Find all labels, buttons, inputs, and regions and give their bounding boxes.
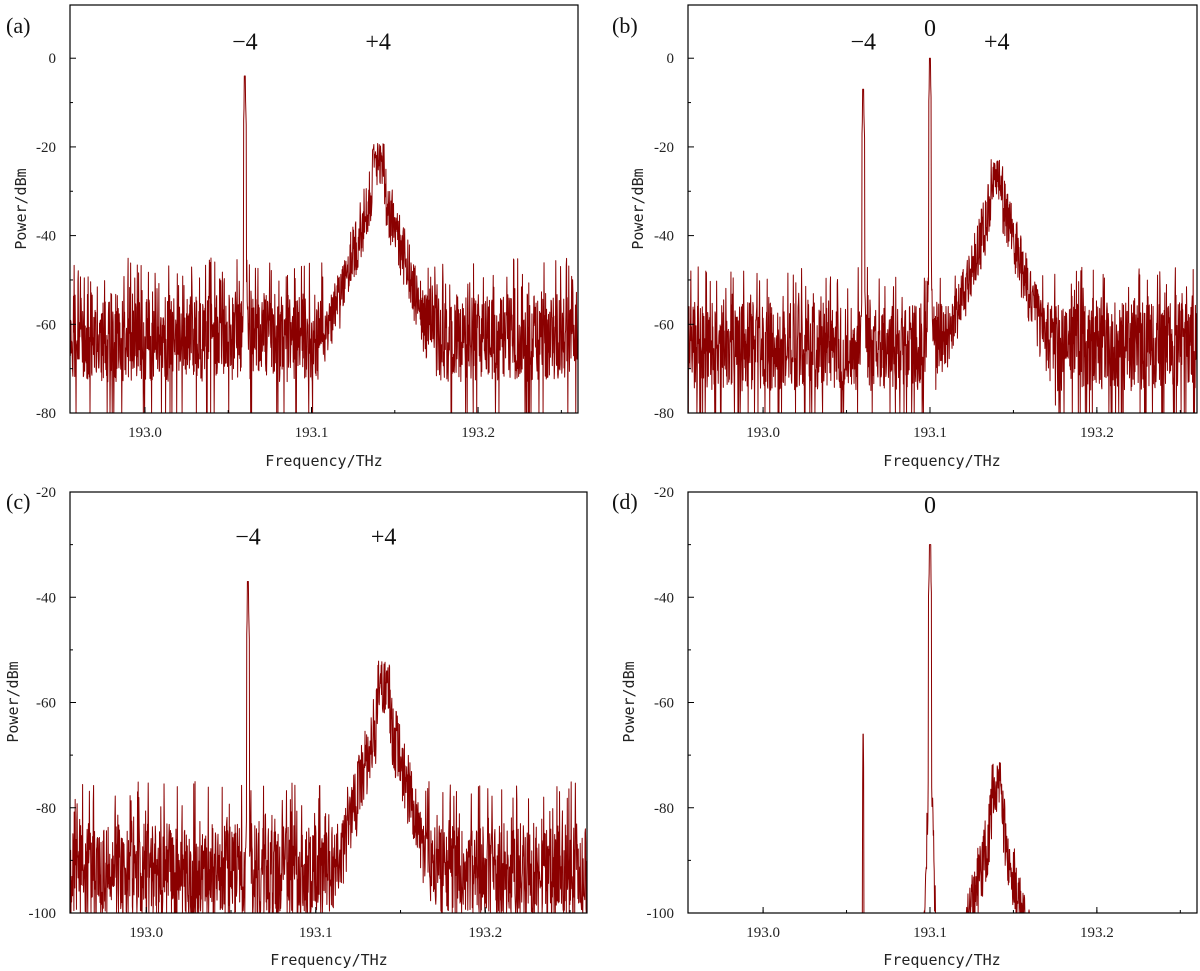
y-ticks-a: -80 -60 -40 -20 0 <box>36 51 76 422</box>
x-ticks-c: 193.0 193.1 193.2 <box>129 907 571 941</box>
x-ticks-a: 193.0 193.1 193.2 <box>128 407 562 441</box>
trace-a <box>69 75 579 414</box>
panel-c: (c) 193.0 193.1 193.2 -100 -80 -60 -40 -20 −4 +… <box>4 485 588 969</box>
annotations-b: −4 0 +4 <box>850 16 1009 55</box>
peak-annotation-b: −4 <box>850 29 876 55</box>
y-tick-label-a: 0 <box>49 51 57 67</box>
spectrum-series-b <box>687 57 1198 414</box>
x-axis-title-b: Frequency/THz <box>883 452 1000 470</box>
y-tick-label-c: -100 <box>29 906 57 922</box>
y-tick-label-d: -20 <box>654 485 674 501</box>
y-axis-title-d: Power/dBm <box>620 661 638 742</box>
x-tick-label-c: 193.0 <box>129 925 163 941</box>
annotations-a: −4 +4 <box>232 29 391 55</box>
x-axis-title-a: Frequency/THz <box>265 452 382 470</box>
peak-annotation-a: +4 <box>365 29 391 55</box>
spectrum-series-d <box>687 544 1198 914</box>
x-tick-label-b: 193.1 <box>913 425 947 441</box>
peak-annotation-c: +4 <box>371 525 397 551</box>
y-ticks-c: -100 -80 -60 -40 -20 <box>29 485 76 922</box>
panel-d: (d) 193.0 193.1 193.2 -100 -80 -60 -40 -20 0 F… <box>612 485 1198 969</box>
x-ticks-d: 193.0 193.1 193.2 <box>746 907 1181 941</box>
plot-frame-d <box>687 491 1198 914</box>
y-tick-label-c: -20 <box>36 485 56 501</box>
panel-label-b: (b) <box>612 13 638 38</box>
y-axis-title-b: Power/dBm <box>629 168 647 249</box>
y-tick-label-d: -40 <box>654 590 674 606</box>
spectrum-series-a <box>69 75 579 414</box>
plot-frame-b <box>687 4 1198 414</box>
y-tick-label-a: -40 <box>36 229 56 245</box>
panel-label-c: (c) <box>6 489 30 514</box>
y-tick-label-d: -60 <box>654 696 674 712</box>
x-ticks-b: 193.0 193.1 193.2 <box>746 407 1181 441</box>
x-axis-title-d: Frequency/THz <box>883 951 1000 969</box>
y-axis-title-c: Power/dBm <box>4 661 22 742</box>
peak-annotation-b: 0 <box>924 16 936 42</box>
x-tick-label-a: 193.1 <box>295 425 329 441</box>
y-tick-label-d: -100 <box>647 906 675 922</box>
y-tick-label-b: -40 <box>654 229 674 245</box>
x-tick-label-d: 193.1 <box>913 925 947 941</box>
y-tick-label-b: 0 <box>667 51 675 67</box>
y-tick-label-b: -60 <box>654 317 674 333</box>
x-tick-label-a: 193.2 <box>461 425 495 441</box>
y-ticks-b: -80 -60 -40 -20 0 <box>654 51 694 422</box>
y-tick-label-b: -80 <box>654 406 674 422</box>
y-tick-label-a: -80 <box>36 406 56 422</box>
panel-a: (a) 193.0 193.1 193.2 -80 -60 -40 -20 0 −4 +4 F… <box>6 4 579 470</box>
peak-annotation-c: −4 <box>235 525 261 551</box>
x-tick-label-b: 193.2 <box>1080 425 1114 441</box>
y-tick-label-c: -40 <box>36 590 56 606</box>
y-tick-label-c: -60 <box>36 696 56 712</box>
trace-d <box>687 544 1198 914</box>
x-tick-label-c: 193.1 <box>299 925 333 941</box>
y-tick-label-a: -20 <box>36 140 56 156</box>
panel-label-d: (d) <box>612 489 638 514</box>
peak-annotation-d: 0 <box>924 493 936 519</box>
x-axis-title-c: Frequency/THz <box>270 951 387 969</box>
spectrum-series-c <box>69 580 588 914</box>
y-axis-title-a: Power/dBm <box>12 168 30 249</box>
annotations-c: −4 +4 <box>235 525 396 551</box>
y-tick-label-b: -20 <box>654 140 674 156</box>
x-tick-label-a: 193.0 <box>128 425 162 441</box>
y-ticks-d: -100 -80 -60 -40 -20 <box>647 485 694 922</box>
y-tick-label-d: -80 <box>654 801 674 817</box>
peak-annotation-b: +4 <box>984 29 1010 55</box>
panel-b: (b) 193.0 193.1 193.2 -80-60-40-200 −40+4 … <box>612 4 1198 470</box>
y-tick-label-a: -60 <box>36 317 56 333</box>
x-tick-label-c: 193.2 <box>468 925 502 941</box>
x-tick-label-b: 193.0 <box>746 425 780 441</box>
y-tick-label-c: -80 <box>36 801 56 817</box>
trace-c <box>69 580 588 914</box>
x-tick-label-d: 193.0 <box>746 925 780 941</box>
trace-b <box>687 57 1198 414</box>
panel-label-a: (a) <box>6 13 30 38</box>
peak-annotation-a: −4 <box>232 29 258 55</box>
plot-frame-a <box>69 4 579 414</box>
x-tick-label-d: 193.2 <box>1080 925 1114 941</box>
annotations-d: 0 <box>924 493 936 519</box>
